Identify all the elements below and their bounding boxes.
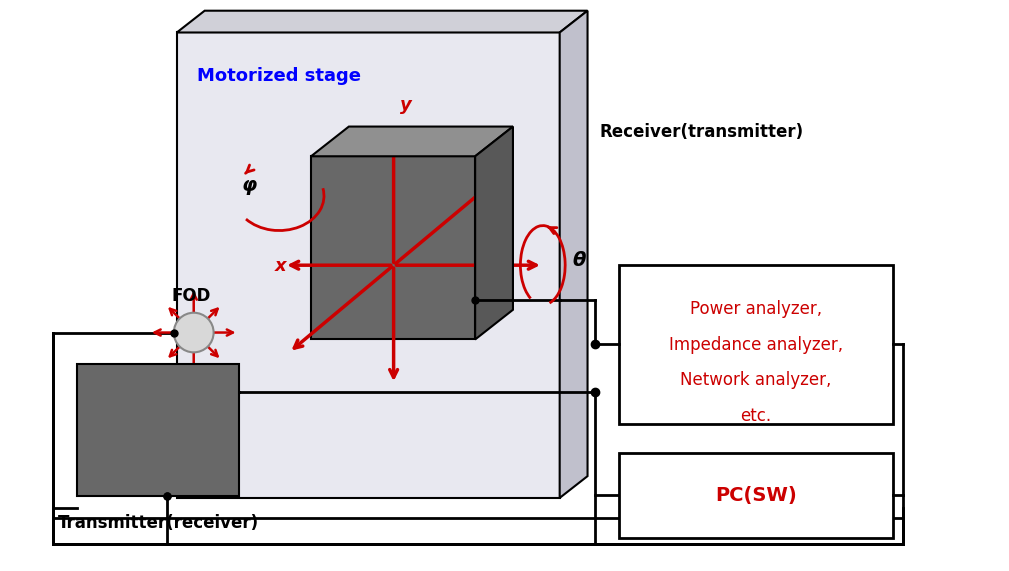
- Text: Network analyzer,: Network analyzer,: [680, 371, 831, 389]
- Polygon shape: [177, 11, 587, 33]
- Text: θ: θ: [573, 251, 586, 270]
- Bar: [620, 453, 893, 537]
- Text: PC(SW): PC(SW): [715, 486, 797, 505]
- Bar: [78, 364, 239, 496]
- Text: FOD: FOD: [172, 287, 211, 305]
- Bar: [620, 265, 893, 424]
- Text: Power analyzer,: Power analyzer,: [690, 300, 822, 318]
- Text: φ: φ: [241, 176, 256, 195]
- Text: Impedance analyzer,: Impedance analyzer,: [669, 336, 844, 353]
- Text: Receiver(transmitter): Receiver(transmitter): [599, 123, 803, 140]
- Text: etc.: etc.: [741, 407, 772, 425]
- Bar: [311, 156, 475, 340]
- Polygon shape: [560, 11, 587, 498]
- Text: Motorized stage: Motorized stage: [197, 67, 360, 85]
- Bar: [52, 518, 903, 545]
- Text: x: x: [274, 258, 286, 275]
- Text: z: z: [501, 153, 512, 171]
- Bar: [177, 33, 560, 498]
- Text: y: y: [400, 96, 412, 114]
- Text: Transmitter(receiver): Transmitter(receiver): [58, 514, 259, 532]
- Polygon shape: [311, 127, 513, 156]
- Polygon shape: [475, 127, 513, 340]
- Circle shape: [174, 313, 214, 352]
